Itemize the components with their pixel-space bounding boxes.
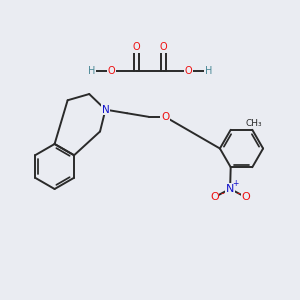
Text: O: O: [161, 112, 169, 122]
Text: O: O: [133, 42, 140, 52]
Text: H: H: [88, 66, 95, 76]
Text: O: O: [160, 42, 167, 52]
Text: N: N: [102, 105, 109, 115]
Text: -: -: [220, 188, 224, 198]
Text: CH₃: CH₃: [245, 119, 262, 128]
Text: O: O: [108, 66, 116, 76]
Text: -: -: [236, 188, 240, 198]
Text: N: N: [226, 184, 234, 194]
Text: +: +: [232, 179, 238, 188]
Text: O: O: [210, 192, 219, 202]
Text: H: H: [205, 66, 212, 76]
Text: O: O: [241, 192, 250, 202]
Text: O: O: [184, 66, 192, 76]
